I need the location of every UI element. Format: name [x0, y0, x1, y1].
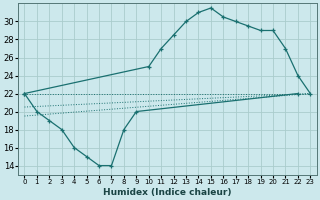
X-axis label: Humidex (Indice chaleur): Humidex (Indice chaleur)	[103, 188, 232, 197]
